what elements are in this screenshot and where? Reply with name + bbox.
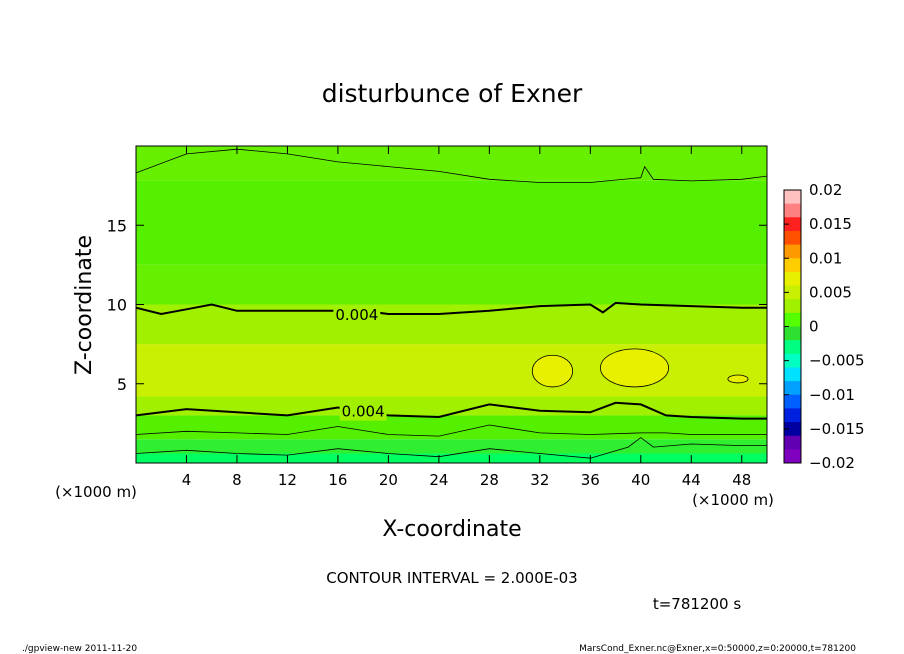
- x-tick-label: 28: [480, 471, 499, 489]
- x-tick-label: 16: [328, 471, 347, 489]
- contour-line-4: [136, 148, 767, 183]
- x-tick-label: 20: [379, 471, 398, 489]
- x-tick-label: 40: [631, 471, 650, 489]
- colorbar-segment: [784, 422, 801, 437]
- x-unit-left: (×1000 m): [55, 483, 137, 501]
- colorbar-segment: [784, 258, 801, 273]
- colorbar-label: −0.02: [809, 454, 855, 472]
- closed-contour-0: [531, 354, 574, 388]
- y-tick-label: 10: [107, 296, 127, 315]
- contour-band-1: [136, 439, 767, 454]
- contour-interval-text: CONTOUR INTERVAL = 2.000E-03: [326, 569, 577, 587]
- x-axis-label: X-coordinate: [382, 517, 521, 542]
- time-text: t=781200 s: [653, 595, 741, 613]
- x-tick-label: 48: [732, 471, 751, 489]
- contour-band-0: [136, 453, 767, 463]
- contour-line-2: [136, 424, 767, 437]
- x-tick-label: 44: [682, 471, 701, 489]
- colorbar-segment: [784, 353, 801, 368]
- lighter-patch-0: [268, 153, 307, 180]
- x-unit-right: (×1000 m): [692, 491, 774, 509]
- colorbar-segment: [784, 394, 801, 409]
- footer-right: MarsCond_Exner.nc@Exner,x=0:50000,z=0:20…: [579, 644, 856, 654]
- colorbar-label: −0.005: [809, 352, 865, 370]
- colorbar-segment: [784, 435, 801, 450]
- x-tick-label: 24: [429, 471, 448, 489]
- plot-area: 0.004 0.004: [136, 146, 767, 463]
- contour-band-5: [136, 304, 767, 345]
- colorbar-segment: [784, 190, 801, 205]
- x-tick-label: 32: [530, 471, 549, 489]
- colorbar-label: −0.01: [809, 386, 855, 404]
- colorbar-label: 0.005: [809, 283, 852, 301]
- colorbar-label: 0: [809, 318, 819, 336]
- colorbar: 0.02 0.015 0.01 0.005 0 −0.005 −0.01 −0.015 −0.0…: [783, 181, 865, 472]
- closed-contour-2: [727, 374, 749, 384]
- colorbar-segment: [784, 408, 801, 423]
- colorbar-segment: [784, 230, 801, 246]
- colorbar-segment: [784, 203, 801, 218]
- colorbar-segment: [784, 340, 801, 355]
- colorbar-segment: [784, 271, 801, 287]
- colorbar-segment: [784, 326, 801, 341]
- colorbar-segment: [784, 449, 801, 464]
- colorbar-segment: [784, 312, 801, 327]
- colorbar-segment: [784, 285, 801, 300]
- y-axis: 5 10 15: [107, 216, 767, 394]
- contour-line-1: [136, 401, 767, 420]
- colorbar-segment: [784, 381, 801, 396]
- contour-label-bg-1: [339, 402, 387, 421]
- contour-label-1: 0.004: [342, 403, 385, 421]
- colorbar-segment: [784, 367, 801, 382]
- y-tick-label: 5: [117, 375, 127, 394]
- colorbar-segment: [784, 244, 801, 259]
- contour-band-7: [136, 180, 767, 265]
- contour-line-3: [136, 437, 767, 459]
- contour-label-0: 0.004: [335, 306, 378, 324]
- colorbar-segment: [784, 217, 801, 232]
- contour-label-bg-0: [333, 306, 381, 325]
- y-axis-label: Z-coordinate: [72, 235, 97, 375]
- colorbar-label: 0.01: [809, 249, 842, 267]
- colorbar-label: 0.02: [809, 181, 842, 199]
- x-tick-label: 8: [232, 471, 242, 489]
- contour-band-6: [136, 264, 767, 305]
- chart-title: disturbunce of Exner: [322, 79, 583, 108]
- colorbar-segment: [784, 299, 801, 314]
- contour-band-8: [136, 146, 767, 181]
- x-tick-label: 12: [278, 471, 297, 489]
- x-axis: 4 8 12 16 20 24 28 32 36 40 44 48: [182, 146, 751, 489]
- closed-contour-1: [600, 348, 669, 388]
- contour-band-3: [136, 396, 767, 416]
- colorbar-label: 0.015: [809, 215, 852, 233]
- x-tick-label: 36: [581, 471, 600, 489]
- y-tick-label: 15: [107, 216, 127, 235]
- contour-line-0: [136, 301, 767, 316]
- contour-band-2: [136, 415, 767, 440]
- contour-band-4: [136, 344, 767, 397]
- colorbar-label: −0.015: [809, 420, 865, 438]
- footer-left: ./gpview-new 2011-11-20: [22, 644, 137, 654]
- x-tick-label: 4: [182, 471, 192, 489]
